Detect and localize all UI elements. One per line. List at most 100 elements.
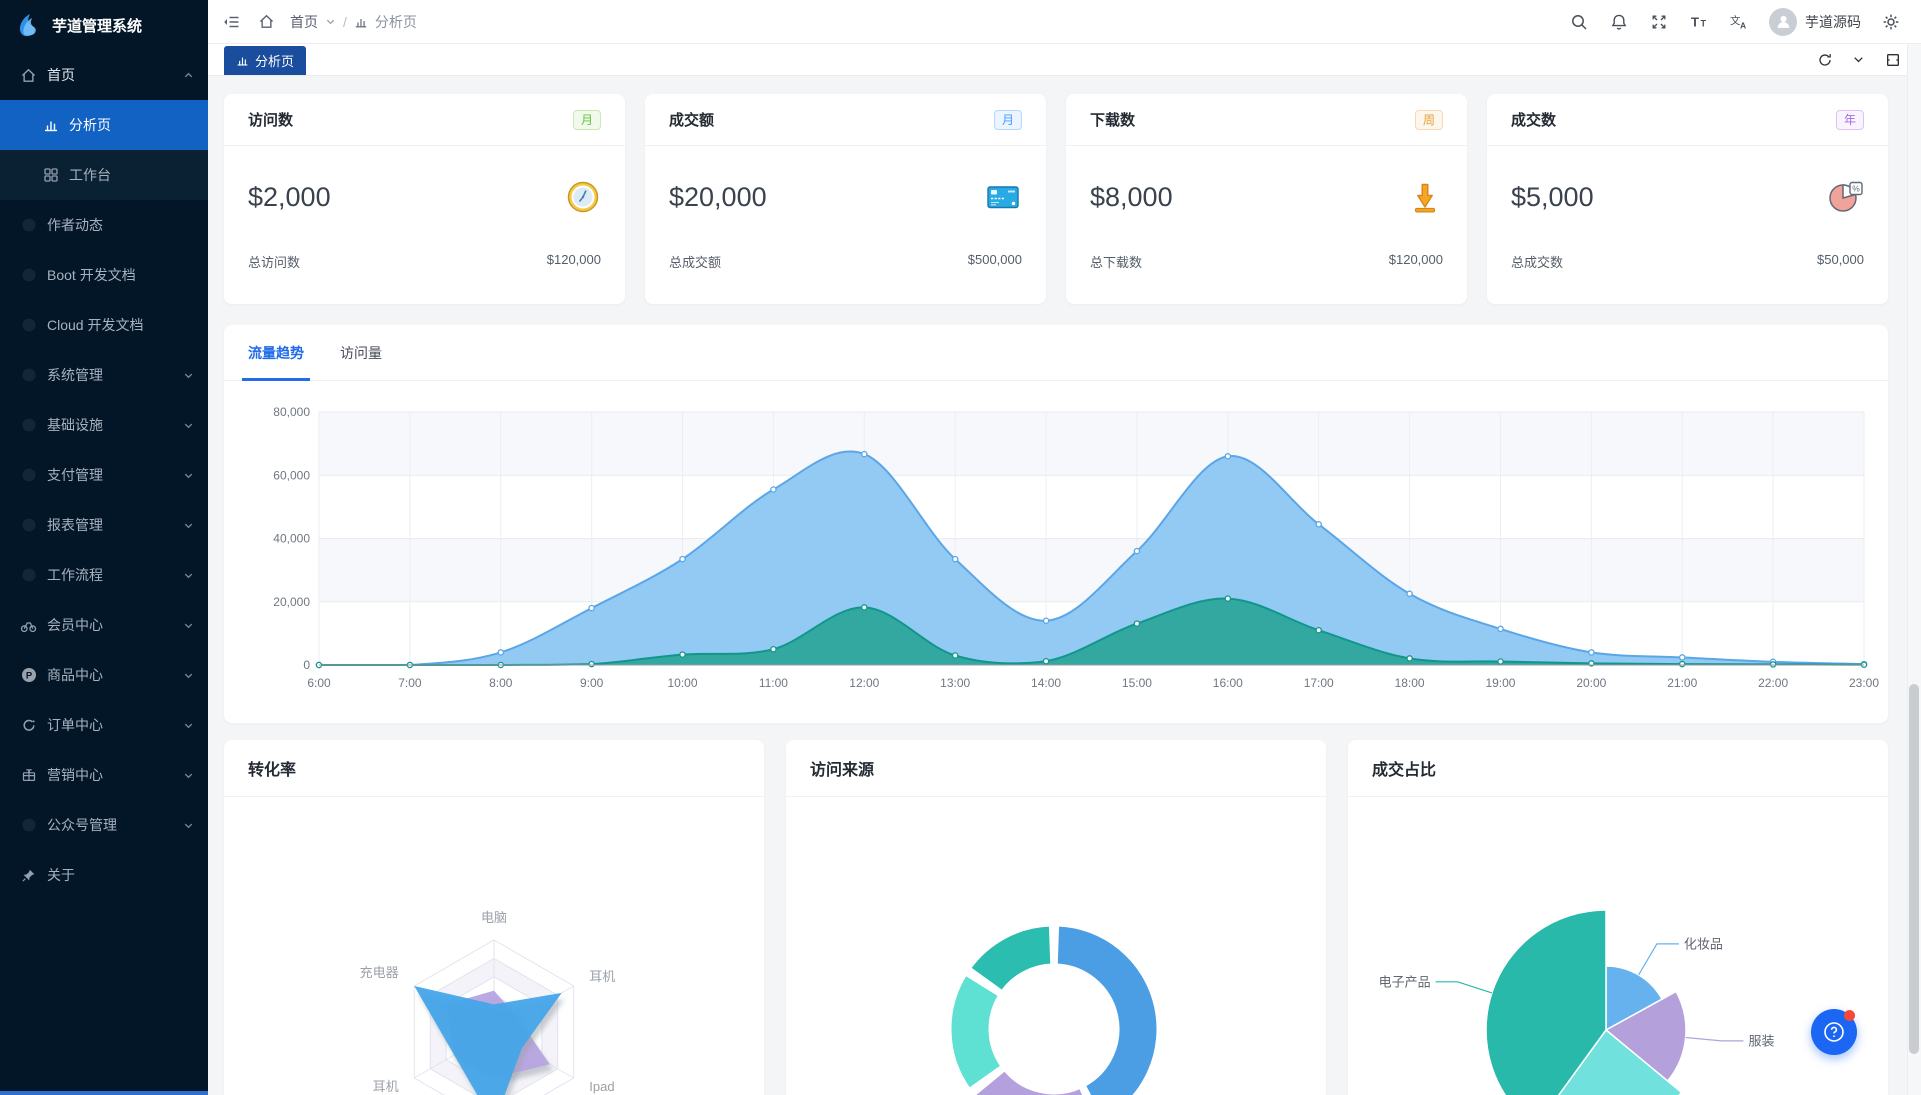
svg-text:P: P xyxy=(25,671,32,682)
font-size-icon[interactable]: T T xyxy=(1689,12,1709,32)
notification-bell-icon[interactable] xyxy=(1609,12,1629,32)
help-floating-button[interactable] xyxy=(1811,1009,1857,1055)
panel-title: 转化率 xyxy=(224,740,764,797)
svg-text:Ipad: Ipad xyxy=(589,1079,614,1094)
breadcrumb-home[interactable]: 首页 xyxy=(290,13,318,30)
sidebar-item-17[interactable]: 关于 xyxy=(0,850,208,900)
stat-value: $20,000 xyxy=(669,181,767,212)
trend-tab-2[interactable]: 访问量 xyxy=(340,344,382,361)
stat-card-1: 访问数 月 $2,000 总访问数 $120,000 xyxy=(224,94,625,304)
username[interactable]: 芋道源码 xyxy=(1805,13,1861,30)
sidebar-item-9[interactable]: 支付管理 xyxy=(0,450,208,500)
sidebar-item-10[interactable]: 报表管理 xyxy=(0,500,208,550)
logo-icon xyxy=(13,10,43,40)
stat-card-title: 成交数 xyxy=(1511,112,1557,129)
sidebar-menu: 首页 分析页工作台作者动态 Boot 开发文档 Cloud 开发文档 系统管理 基础设施支… xyxy=(0,50,208,1095)
sidebar-item-7[interactable]: 系统管理 xyxy=(0,350,208,400)
visit-source-donut-chart xyxy=(786,797,1326,1095)
pie-percent-icon: % xyxy=(1826,179,1864,215)
sidebar-item-6[interactable]: Cloud 开发文档 xyxy=(0,300,208,350)
stat-card-footer: 总下载数 $120,000 xyxy=(1066,248,1467,271)
top-navbar: 首页 / 分析页 xyxy=(208,0,1921,44)
sidebar-item-5[interactable]: Boot 开发文档 xyxy=(0,250,208,300)
stat-value: $5,000 xyxy=(1511,181,1594,212)
clock-icon xyxy=(565,179,601,215)
chevron-down-icon xyxy=(183,470,194,481)
stat-card-body: $5,000% xyxy=(1487,146,1888,248)
maximize-icon[interactable] xyxy=(1884,51,1901,68)
translate-icon[interactable]: 文 A xyxy=(1729,12,1749,32)
refresh-icon[interactable] xyxy=(1816,51,1833,68)
scrollbar-thumb[interactable] xyxy=(1909,684,1919,1054)
dot-icon xyxy=(20,217,37,234)
stat-card-header: 成交数 年 xyxy=(1487,94,1888,146)
sidebar-item-label: 作者动态 xyxy=(47,217,103,233)
stat-card-header: 下载数 周 xyxy=(1066,94,1467,146)
svg-text:电脑: 电脑 xyxy=(481,910,507,925)
sidebar-item-4[interactable]: 作者动态 xyxy=(0,200,208,250)
collapse-sidebar-icon[interactable] xyxy=(222,12,242,32)
svg-text:6:00: 6:00 xyxy=(307,676,331,690)
sidebar: 芋道管理系统 首页 分析页 工作台 作者动态 Boot 开发文档 Cloud 开发文档 系统… xyxy=(0,0,208,1095)
settings-gear-icon[interactable] xyxy=(1881,12,1901,32)
stat-card-footer: 总成交数 $50,000 xyxy=(1487,248,1888,271)
pin-icon xyxy=(20,867,37,884)
sidebar-item-14[interactable]: 订单中心 xyxy=(0,700,208,750)
svg-text:7:00: 7:00 xyxy=(398,676,422,690)
stat-cards-row: 访问数 月 $2,000 总访问数 $120,000 成交额 月 $20,000 总成交额 $50… xyxy=(224,94,1888,304)
stat-value: $2,000 xyxy=(248,181,331,212)
sidebar-item-label: 工作台 xyxy=(69,167,111,183)
stat-footer-label: 总访问数 xyxy=(248,255,301,270)
deal-share-pie-chart: 化妆品 服装 电子产品 xyxy=(1348,797,1888,1095)
chevron-down-icon[interactable] xyxy=(1850,51,1867,68)
sidebar-item-8[interactable]: 基础设施 xyxy=(0,400,208,450)
panel-title: 成交占比 xyxy=(1348,740,1888,797)
trend-tab-1[interactable]: 流量趋势 xyxy=(242,325,310,381)
sidebar-item-label: 营销中心 xyxy=(47,767,103,783)
period-tag: 周 xyxy=(1414,109,1443,130)
chevron-down-icon xyxy=(183,420,194,431)
sidebar-item-label: 公众号管理 xyxy=(47,817,117,833)
search-icon[interactable] xyxy=(1569,12,1589,32)
sidebar-item-label: 订单中心 xyxy=(47,717,103,733)
svg-text:T: T xyxy=(1700,18,1706,28)
sidebar-item-12[interactable]: 会员中心 xyxy=(0,600,208,650)
traffic-trend-chart: 0 20,000 40,000 60,000 80,000 6:00 7:00 8:00 9:0… xyxy=(224,381,1888,723)
notification-dot xyxy=(1844,1010,1855,1021)
traffic-trend-card: 流量趋势 访问量 0 20,000 40,000 60,000 80,000 6:00 7:0… xyxy=(224,325,1888,723)
svg-text:23:00: 23:00 xyxy=(1849,676,1879,690)
fullscreen-icon[interactable] xyxy=(1649,12,1669,32)
breadcrumb: 首页 / 分析页 xyxy=(290,12,417,32)
sidebar-item-label: 报表管理 xyxy=(47,517,103,533)
sidebar-item-3[interactable]: 工作台 xyxy=(0,150,208,200)
svg-text:19:00: 19:00 xyxy=(1485,676,1515,690)
tab-analysis-page[interactable]: 分析页 xyxy=(224,46,307,75)
svg-text:T: T xyxy=(1691,14,1699,29)
user-avatar[interactable] xyxy=(1769,7,1797,36)
sidebar-item-2[interactable]: 分析页 xyxy=(0,100,208,150)
tabbar-actions xyxy=(1816,51,1901,68)
grid-icon xyxy=(42,167,59,184)
svg-text:22:00: 22:00 xyxy=(1758,676,1788,690)
chevron-down-icon xyxy=(183,620,194,631)
stat-card-3: 下载数 周 $8,000 总下载数 $120,000 xyxy=(1066,94,1467,304)
breadcrumb-current[interactable]: 分析页 xyxy=(374,13,417,30)
stat-card-4: 成交数 年 $5,000% 总成交数 $50,000 xyxy=(1487,94,1888,304)
sidebar-item-13[interactable]: P 商品中心 xyxy=(0,650,208,700)
svg-text:40,000: 40,000 xyxy=(273,532,310,546)
chevron-down-icon xyxy=(183,520,194,531)
stat-card-footer: 总访问数 $120,000 xyxy=(224,248,625,271)
sidebar-item-1[interactable]: 首页 xyxy=(0,50,208,100)
vertical-scrollbar[interactable] xyxy=(1907,44,1921,1095)
dot-icon xyxy=(20,817,37,834)
dot-icon xyxy=(20,317,37,334)
sidebar-item-16[interactable]: 公众号管理 xyxy=(0,800,208,850)
panel-title: 访问来源 xyxy=(786,740,1326,797)
stat-card-title: 下载数 xyxy=(1090,112,1136,129)
sidebar-item-15[interactable]: 营销中心 xyxy=(0,750,208,800)
stat-footer-value: $50,000 xyxy=(1817,252,1864,267)
home-icon[interactable] xyxy=(256,12,276,32)
chevron-down-icon[interactable] xyxy=(325,16,336,27)
sidebar-item-11[interactable]: 工作流程 xyxy=(0,550,208,600)
